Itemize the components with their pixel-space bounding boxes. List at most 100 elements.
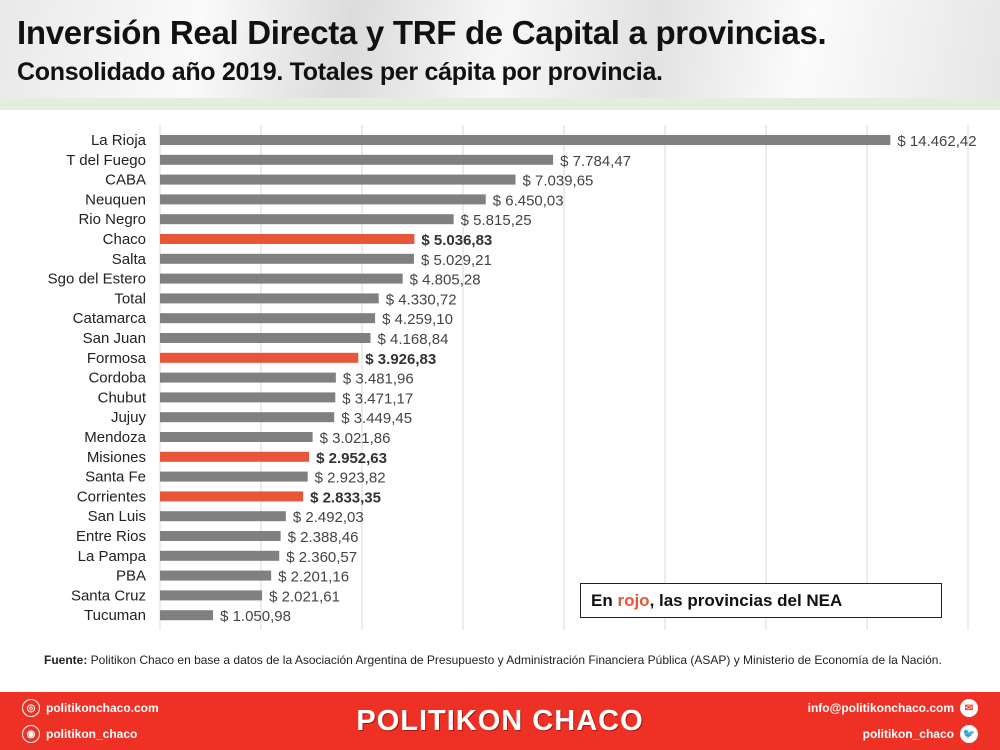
globe-icon: ◎ bbox=[22, 699, 40, 717]
footer: ◎ politikonchaco.com ◉ politikon_chaco POL… bbox=[0, 692, 1000, 750]
source-note: Fuente: Politikon Chaco en base a datos … bbox=[44, 652, 956, 668]
source-label: Fuente: bbox=[44, 653, 88, 667]
bar bbox=[160, 313, 376, 324]
bar bbox=[160, 234, 415, 244]
page-title: Inversión Real Directa y TRF de Capital … bbox=[17, 14, 827, 51]
bar bbox=[160, 214, 454, 225]
bar bbox=[160, 570, 272, 581]
legend-highlight: rojo bbox=[617, 591, 650, 610]
bar bbox=[160, 471, 308, 482]
divider-band bbox=[0, 98, 1000, 110]
bar bbox=[160, 253, 414, 264]
category-label: Santa Fe bbox=[85, 469, 146, 486]
category-label: Mendoza bbox=[84, 429, 146, 446]
twitter-link[interactable]: politikon_chaco 🐦 bbox=[863, 725, 978, 743]
website-link[interactable]: ◎ politikonchaco.com bbox=[22, 699, 159, 717]
category-label: Total bbox=[114, 290, 146, 307]
category-label: Rio Negro bbox=[78, 211, 146, 228]
bar bbox=[160, 491, 304, 502]
category-label: Chaco bbox=[103, 231, 146, 248]
value-label: $ 1.050,98 bbox=[220, 608, 291, 625]
value-label: $ 7.784,47 bbox=[560, 153, 631, 170]
bar bbox=[160, 550, 280, 561]
value-label: $ 3.471,17 bbox=[342, 390, 413, 407]
brand-logo: POLITIKON CHACO bbox=[356, 705, 644, 737]
bar bbox=[160, 273, 403, 284]
value-label: $ 3.021,86 bbox=[320, 430, 391, 447]
category-label: San Luis bbox=[88, 508, 146, 525]
bar bbox=[160, 174, 516, 185]
category-label: Santa Cruz bbox=[71, 587, 146, 604]
category-label: Salta bbox=[112, 251, 147, 268]
category-label: CABA bbox=[105, 172, 146, 189]
value-label: $ 4.168,84 bbox=[378, 331, 449, 348]
category-label: Tucuman bbox=[84, 607, 146, 624]
value-label: $ 2.833,35 bbox=[310, 489, 381, 506]
value-label: $ 5.029,21 bbox=[421, 252, 492, 269]
source-text: Politikon Chaco en base a datos de la As… bbox=[87, 653, 942, 667]
twitter-text: politikon_chaco bbox=[862, 727, 954, 741]
category-label: Cordoba bbox=[88, 370, 146, 387]
email-text: info@politikonchaco.com bbox=[807, 701, 954, 715]
value-label: $ 2.923,82 bbox=[315, 470, 386, 487]
bar bbox=[160, 432, 313, 442]
instagram-link[interactable]: ◉ politikon_chaco bbox=[22, 725, 137, 743]
value-label: $ 2.360,57 bbox=[286, 549, 357, 566]
bar-chart: La Rioja $ 14.462,42 T del Fuego $ 7.784,47… bbox=[48, 125, 977, 630]
category-label: Corrientes bbox=[77, 488, 146, 505]
value-label: $ 5.815,25 bbox=[461, 212, 532, 229]
value-label: $ 2.492,03 bbox=[293, 509, 364, 526]
value-label: $ 3.449,45 bbox=[341, 410, 412, 427]
value-label: $ 7.039,65 bbox=[523, 173, 594, 190]
value-label: $ 4.259,10 bbox=[382, 311, 453, 328]
category-label: La Pampa bbox=[78, 548, 147, 565]
value-label: $ 2.952,63 bbox=[316, 450, 387, 467]
category-label: Catamarca bbox=[73, 310, 147, 327]
value-label: $ 14.462,42 bbox=[897, 133, 976, 150]
legend-prefix: En bbox=[591, 591, 618, 610]
bar bbox=[160, 372, 336, 383]
website-text: politikonchaco.com bbox=[46, 701, 159, 715]
bar bbox=[160, 392, 336, 403]
category-label: T del Fuego bbox=[66, 152, 146, 169]
category-label: Formosa bbox=[87, 350, 147, 367]
category-label: Chubut bbox=[98, 389, 147, 406]
bar bbox=[160, 610, 214, 621]
page-subtitle: Consolidado año 2019. Totales per cápita… bbox=[17, 58, 663, 86]
value-label: $ 5.036,83 bbox=[421, 232, 492, 249]
category-label: La Rioja bbox=[91, 132, 147, 149]
bar bbox=[160, 135, 891, 145]
header-banner: Inversión Real Directa y TRF de Capital … bbox=[0, 0, 1000, 98]
bar bbox=[160, 352, 359, 363]
bar bbox=[160, 194, 486, 205]
value-label: $ 4.330,72 bbox=[386, 291, 457, 308]
category-label: Entre Rios bbox=[76, 528, 146, 545]
legend-box: En rojo, las provincias del NEA bbox=[580, 583, 942, 618]
category-label: Jujuy bbox=[111, 409, 147, 426]
value-label: $ 2.201,16 bbox=[278, 569, 349, 586]
category-label: San Juan bbox=[83, 330, 146, 347]
instagram-icon: ◉ bbox=[22, 725, 40, 743]
category-label: PBA bbox=[116, 568, 146, 585]
bar bbox=[160, 412, 335, 423]
bar bbox=[160, 531, 281, 541]
value-label: $ 3.926,83 bbox=[365, 351, 436, 368]
value-label: $ 3.481,96 bbox=[343, 371, 414, 388]
bar bbox=[160, 333, 371, 343]
legend-suffix: , las provincias del NEA bbox=[649, 591, 843, 610]
instagram-text: politikon_chaco bbox=[46, 727, 138, 741]
bar bbox=[160, 154, 554, 165]
bar bbox=[160, 511, 286, 522]
value-label: $ 4.805,28 bbox=[410, 272, 481, 289]
mail-icon: ✉ bbox=[960, 699, 978, 717]
category-label: Neuquen bbox=[85, 191, 146, 208]
category-label: Misiones bbox=[87, 449, 146, 466]
value-label: $ 6.450,03 bbox=[493, 192, 564, 209]
email-link[interactable]: info@politikonchaco.com ✉ bbox=[808, 699, 978, 717]
category-label: Sgo del Estero bbox=[48, 271, 146, 288]
bar bbox=[160, 293, 379, 304]
twitter-icon: 🐦 bbox=[960, 725, 978, 743]
value-label: $ 2.388,46 bbox=[288, 529, 359, 546]
bar bbox=[160, 590, 263, 601]
value-label: $ 2.021,61 bbox=[269, 588, 340, 605]
